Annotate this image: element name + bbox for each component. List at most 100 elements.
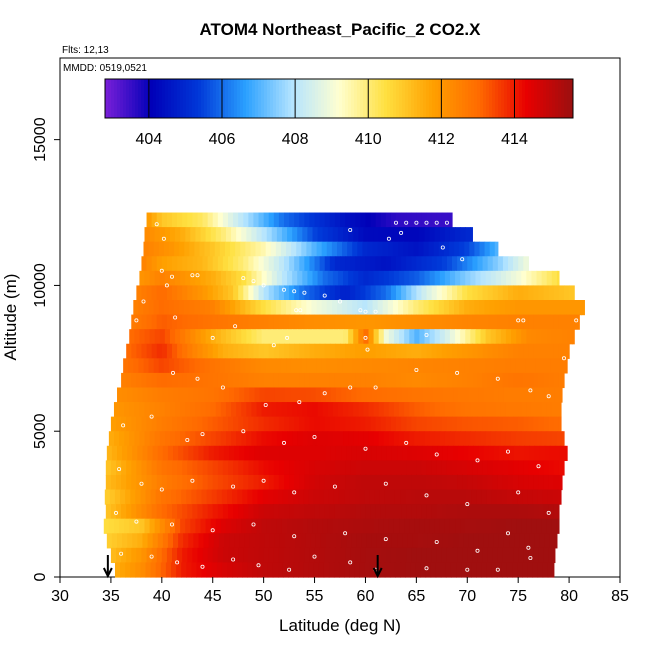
heatmap-cell — [204, 300, 211, 316]
heatmap-cell — [258, 474, 265, 491]
heatmap-cell — [406, 256, 412, 272]
heatmap-cell — [150, 489, 157, 505]
heatmap-cell — [209, 300, 216, 316]
heatmap-cell — [245, 358, 251, 374]
heatmap-cell — [322, 227, 329, 243]
heatmap-cell — [424, 431, 431, 447]
heatmap-cell — [187, 474, 193, 491]
heatmap-cell — [419, 329, 426, 345]
sample-point — [475, 548, 480, 553]
heatmap-cell — [259, 533, 266, 549]
heatmap-cell — [312, 402, 319, 418]
heatmap-cell — [419, 518, 426, 534]
heatmap-cell — [341, 445, 347, 461]
heatmap-cell — [411, 547, 417, 564]
heatmap-cell — [463, 533, 469, 549]
heatmap-cell — [449, 431, 456, 447]
heatmap-cell — [138, 358, 145, 374]
heatmap-cell — [219, 300, 226, 316]
sample-point — [292, 490, 297, 495]
heatmap-cell — [172, 256, 178, 272]
heatmap-cell — [256, 227, 263, 243]
heatmap-cell — [263, 372, 270, 389]
heatmap-cell — [455, 402, 461, 418]
heatmap-cell — [144, 270, 151, 287]
heatmap-cell — [257, 562, 264, 578]
heatmap-cell — [153, 241, 160, 257]
heatmap-cell — [116, 474, 122, 491]
heatmap-cell — [404, 402, 410, 418]
heatmap-cell — [156, 343, 163, 359]
heatmap-cell — [370, 460, 377, 476]
heatmap-cell — [253, 504, 260, 520]
heatmap-cell — [495, 402, 502, 418]
heatmap-cell — [388, 402, 395, 418]
heatmap-cell — [144, 431, 151, 447]
heatmap-cell — [532, 489, 539, 505]
heatmap-cell — [449, 518, 456, 534]
heatmap-cell — [345, 314, 351, 330]
colorbar-swatch — [303, 79, 307, 118]
heatmap-cell — [199, 358, 206, 374]
heatmap-cell — [323, 562, 330, 578]
heatmap-cell — [369, 562, 376, 578]
heatmap-cell — [311, 300, 318, 316]
heatmap-cell — [299, 285, 305, 301]
heatmap-cell — [307, 518, 314, 534]
heatmap-cell — [412, 445, 418, 461]
sample-point — [516, 490, 521, 495]
heatmap-cell — [508, 474, 514, 491]
heatmap-cell — [543, 416, 550, 432]
heatmap-cell — [202, 474, 209, 491]
heatmap-cell — [331, 241, 338, 257]
heatmap-cell — [334, 416, 341, 432]
heatmap-cell — [486, 489, 493, 505]
heatmap-cell — [235, 241, 241, 257]
heatmap-cell — [319, 416, 326, 432]
sample-point — [119, 551, 124, 556]
heatmap-cell — [413, 358, 419, 374]
heatmap-cell — [389, 562, 396, 578]
heatmap-cell — [333, 562, 340, 578]
colorbar-swatch — [450, 79, 454, 118]
heatmap-cell — [299, 474, 305, 491]
heatmap-cell — [385, 372, 392, 389]
heatmap-cell — [332, 329, 339, 345]
heatmap-band — [105, 460, 565, 476]
colorbar-swatch — [516, 79, 520, 118]
colorbar-swatch — [498, 79, 502, 118]
heatmap-cell — [300, 533, 306, 549]
heatmap-cell — [457, 547, 463, 564]
heatmap-cell — [462, 285, 468, 301]
heatmap-cell — [462, 343, 468, 359]
heatmap-cell — [502, 256, 509, 272]
heatmap-cell — [436, 212, 443, 228]
heatmap-cell — [284, 460, 290, 476]
heatmap-cell — [228, 547, 234, 564]
heatmap-cell — [135, 562, 142, 578]
heatmap-cell — [158, 241, 165, 257]
heatmap-cell — [156, 504, 163, 520]
colorbar-swatch — [279, 79, 283, 118]
heatmap-cell — [484, 300, 491, 316]
colorbar-swatch — [252, 79, 256, 118]
heatmap-cell — [375, 343, 382, 359]
heatmap-cell — [173, 387, 179, 403]
y-tick-label: 10000 — [32, 263, 49, 308]
heatmap-cell — [253, 314, 260, 330]
heatmap-cell — [526, 270, 533, 287]
heatmap-cell — [161, 416, 168, 432]
heatmap-cell — [524, 533, 530, 549]
heatmap-cell — [304, 343, 311, 359]
heatmap-cell — [326, 241, 333, 257]
heatmap-cell — [377, 241, 384, 257]
heatmap-cell — [319, 212, 326, 228]
heatmap-cell — [523, 372, 529, 389]
heatmap-cell — [131, 547, 137, 564]
heatmap-cell — [215, 270, 222, 287]
heatmap-cell — [225, 329, 232, 345]
heatmap-cell — [309, 372, 316, 389]
sample-points — [114, 220, 579, 572]
heatmap-cell — [350, 474, 356, 491]
heatmap-cell — [355, 460, 361, 476]
